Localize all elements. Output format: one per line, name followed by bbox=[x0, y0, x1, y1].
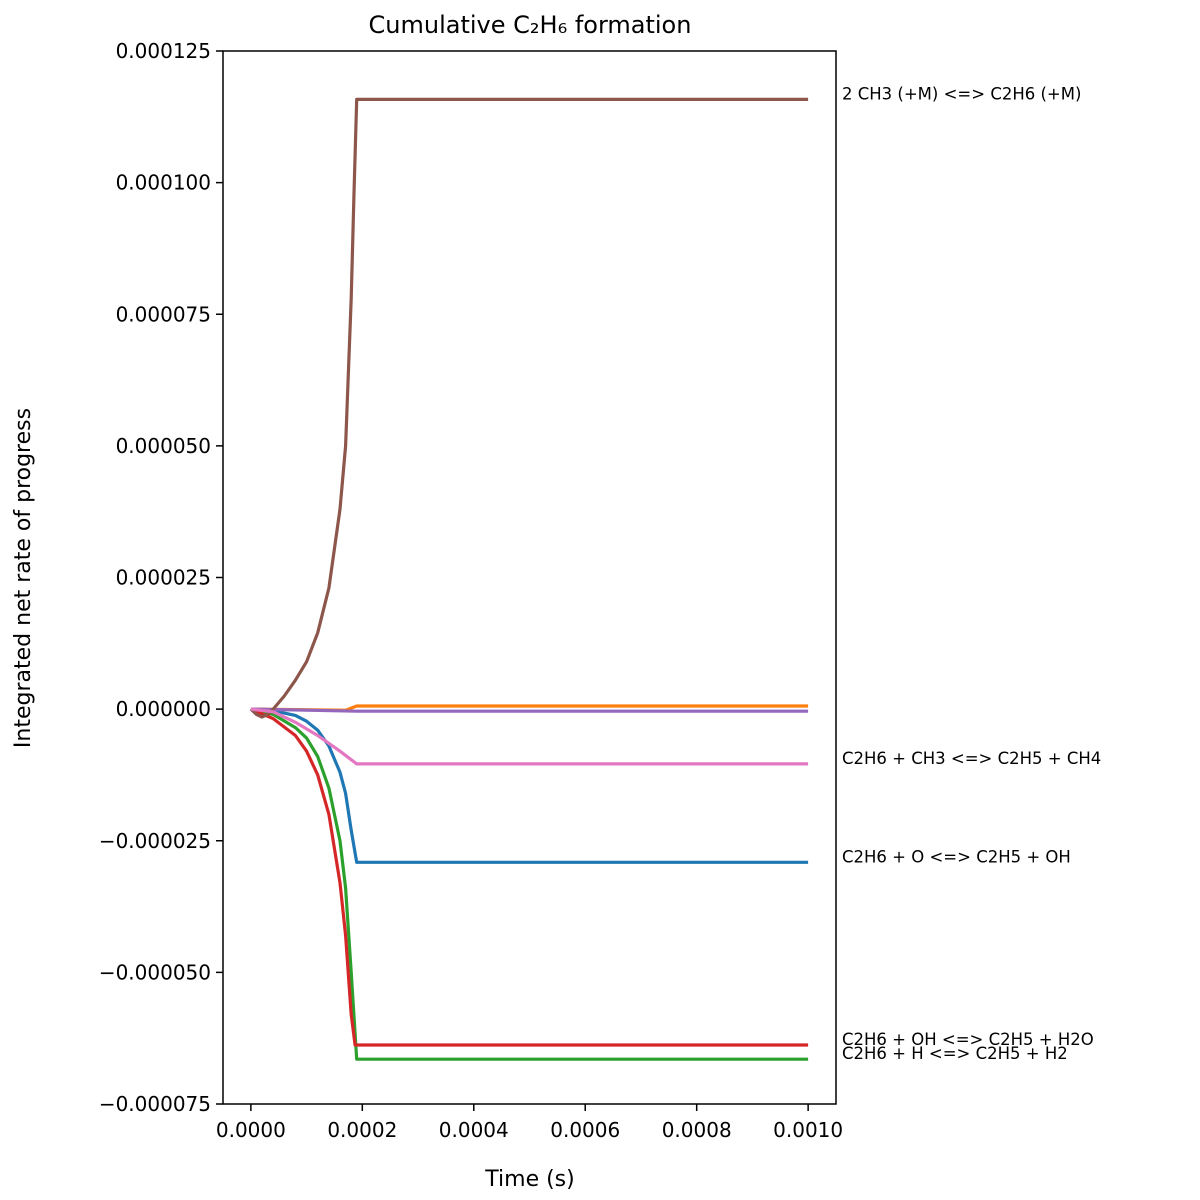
y-tick-label: −0.000050 bbox=[99, 960, 211, 984]
x-tick-label: 0.0010 bbox=[773, 1118, 843, 1142]
y-tick-label: 0.000075 bbox=[116, 302, 211, 326]
y-tick-label: −0.000075 bbox=[99, 1092, 211, 1116]
x-tick-label: 0.0002 bbox=[327, 1118, 397, 1142]
x-tick-label: 0.0006 bbox=[550, 1118, 620, 1142]
series-line-2 bbox=[250, 707, 809, 1061]
series-annotation: C2H6 + CH3 <=> C2H5 + CH4 bbox=[842, 749, 1101, 768]
y-tick-label: 0.000000 bbox=[116, 697, 211, 721]
series-line-0 bbox=[250, 707, 809, 864]
series-line-4 bbox=[250, 707, 809, 713]
series-annotation: C2H6 + O <=> C2H5 + OH bbox=[842, 847, 1071, 866]
x-tick-label: 0.0000 bbox=[216, 1118, 286, 1142]
x-tick-label: 0.0008 bbox=[662, 1118, 732, 1142]
series-annotation: C2H6 + OH <=> C2H5 + H2O bbox=[842, 1030, 1094, 1049]
y-tick-label: 0.000025 bbox=[116, 566, 211, 590]
series-annotation: 2 CH3 (+M) <=> C2H6 (+M) bbox=[842, 84, 1081, 103]
series-line-3 bbox=[250, 707, 809, 1047]
chart-title: Cumulative C₂H₆ formation bbox=[369, 11, 692, 39]
y-tick-label: 0.000050 bbox=[116, 434, 211, 458]
plot-area-frame bbox=[222, 50, 837, 1105]
series-annotation: C2H6 + H <=> C2H5 + H2 bbox=[842, 1044, 1068, 1063]
x-axis-label: Time (s) bbox=[484, 1167, 574, 1192]
series-line-6 bbox=[250, 707, 809, 766]
y-tick-label: 0.000125 bbox=[116, 39, 211, 63]
series-line-5 bbox=[249, 97, 809, 719]
y-axis-label: Integrated net rate of progress bbox=[11, 408, 36, 748]
y-tick-label: 0.000100 bbox=[116, 171, 211, 195]
x-tick-label: 0.0004 bbox=[439, 1118, 509, 1142]
y-tick-label: −0.000025 bbox=[99, 829, 211, 853]
